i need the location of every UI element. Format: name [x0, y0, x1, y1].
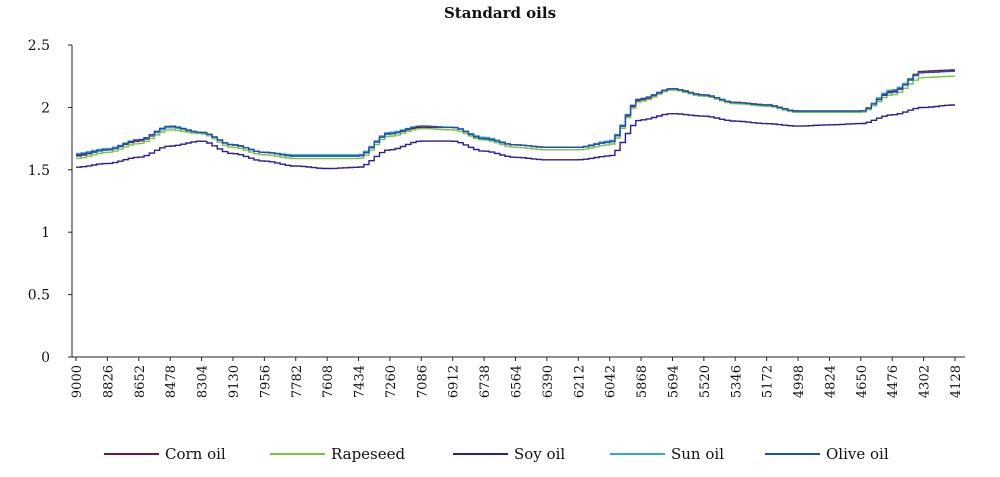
- y-tick-label: 0.5: [28, 288, 50, 304]
- x-tick-label: 5868: [635, 365, 650, 398]
- y-tick-label: 2: [41, 100, 50, 116]
- series-line: [76, 75, 955, 160]
- y-tick-label: 2.5: [28, 38, 50, 54]
- x-tick-label: 4650: [855, 365, 870, 398]
- x-tick-label: 6042: [604, 365, 619, 398]
- x-tick-label: 9000: [70, 365, 85, 398]
- x-tick-label: 6738: [478, 365, 493, 398]
- chart-title: Standard oils: [444, 4, 556, 22]
- x-tick-label: 7782: [290, 365, 305, 398]
- x-tick-label: 9130: [227, 365, 242, 398]
- legend-item-label: Rapeseed: [331, 445, 406, 463]
- x-tick-label: 6912: [447, 365, 462, 398]
- series-line: [76, 70, 955, 157]
- x-tick-label: 4302: [918, 365, 933, 398]
- x-tick-label: 6212: [572, 365, 587, 398]
- legend: Corn oil Rapeseed Soy oil Sun oil Olive oil: [104, 445, 889, 463]
- x-tick-label: 6390: [541, 365, 556, 398]
- x-tick-label: 8826: [101, 365, 116, 398]
- x-tick-label: 8478: [164, 365, 179, 398]
- y-tick-label: 0: [41, 350, 50, 366]
- x-tick-label: 5520: [698, 365, 713, 398]
- x-tick-label: 7608: [321, 365, 336, 398]
- legend-item-label: Olive oil: [826, 445, 889, 463]
- series-lines: [76, 69, 955, 170]
- x-tick-label: 8652: [133, 365, 148, 398]
- x-tick-label: 7434: [353, 365, 368, 398]
- x-tick-label: 4824: [823, 365, 838, 398]
- legend-item-label: Corn oil: [165, 445, 226, 463]
- x-tick-label: 7956: [258, 365, 273, 398]
- x-tick-label: 4476: [886, 365, 901, 398]
- x-axis: 9000 8826 8652 8478 8304 9130 7956 7782 7608 7434…: [70, 356, 965, 398]
- x-tick-label: 6564: [510, 365, 525, 398]
- y-tick-label: 1.5: [28, 163, 50, 179]
- x-tick-label: 7086: [415, 365, 430, 398]
- x-tick-label: 7260: [384, 365, 399, 398]
- series-line: [76, 104, 955, 170]
- y-axis: 0 0.5 1 1.5 2 2.5: [28, 38, 73, 366]
- y-tick-label: 1: [41, 225, 50, 241]
- x-tick-label: 5694: [666, 365, 681, 398]
- x-tick-label: 4128: [949, 365, 964, 398]
- x-tick-label: 4998: [792, 365, 807, 398]
- x-tick-label: 5172: [761, 365, 776, 398]
- x-tick-label: 5346: [729, 365, 744, 398]
- legend-item-label: Sun oil: [671, 445, 724, 463]
- x-tick-label: 8304: [196, 365, 211, 398]
- legend-item-label: Soy oil: [514, 445, 565, 463]
